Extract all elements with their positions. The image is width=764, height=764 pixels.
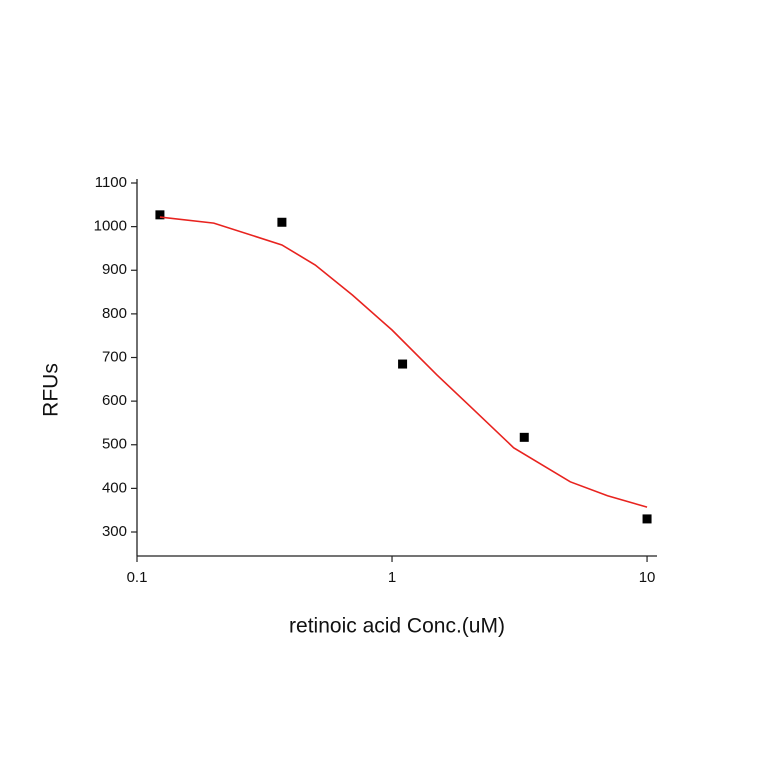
y-tick-label: 300: [102, 523, 127, 540]
x-axis-label: retinoic acid Conc.(uM): [289, 615, 505, 638]
x-tick-label: 1: [388, 569, 396, 586]
y-tick-label: 1100: [95, 174, 127, 191]
data-point: [519, 432, 529, 442]
data-point: [398, 359, 408, 369]
data-point: [277, 217, 287, 227]
y-tick-label: 1000: [94, 218, 127, 235]
data-point: [642, 514, 652, 524]
y-tick-label: 800: [102, 305, 127, 322]
x-tick-label: 0.1: [127, 569, 148, 586]
y-tick-label: 400: [102, 479, 127, 496]
y-tick-label: 500: [102, 436, 127, 453]
y-tick-label: 700: [102, 348, 127, 365]
y-axis-label: RFUs: [40, 363, 63, 417]
data-point: [155, 210, 165, 220]
y-tick-label: 900: [102, 261, 127, 278]
x-tick-label: 10: [639, 569, 656, 586]
fit-curve: [159, 216, 648, 508]
y-tick-label: 600: [102, 392, 127, 409]
